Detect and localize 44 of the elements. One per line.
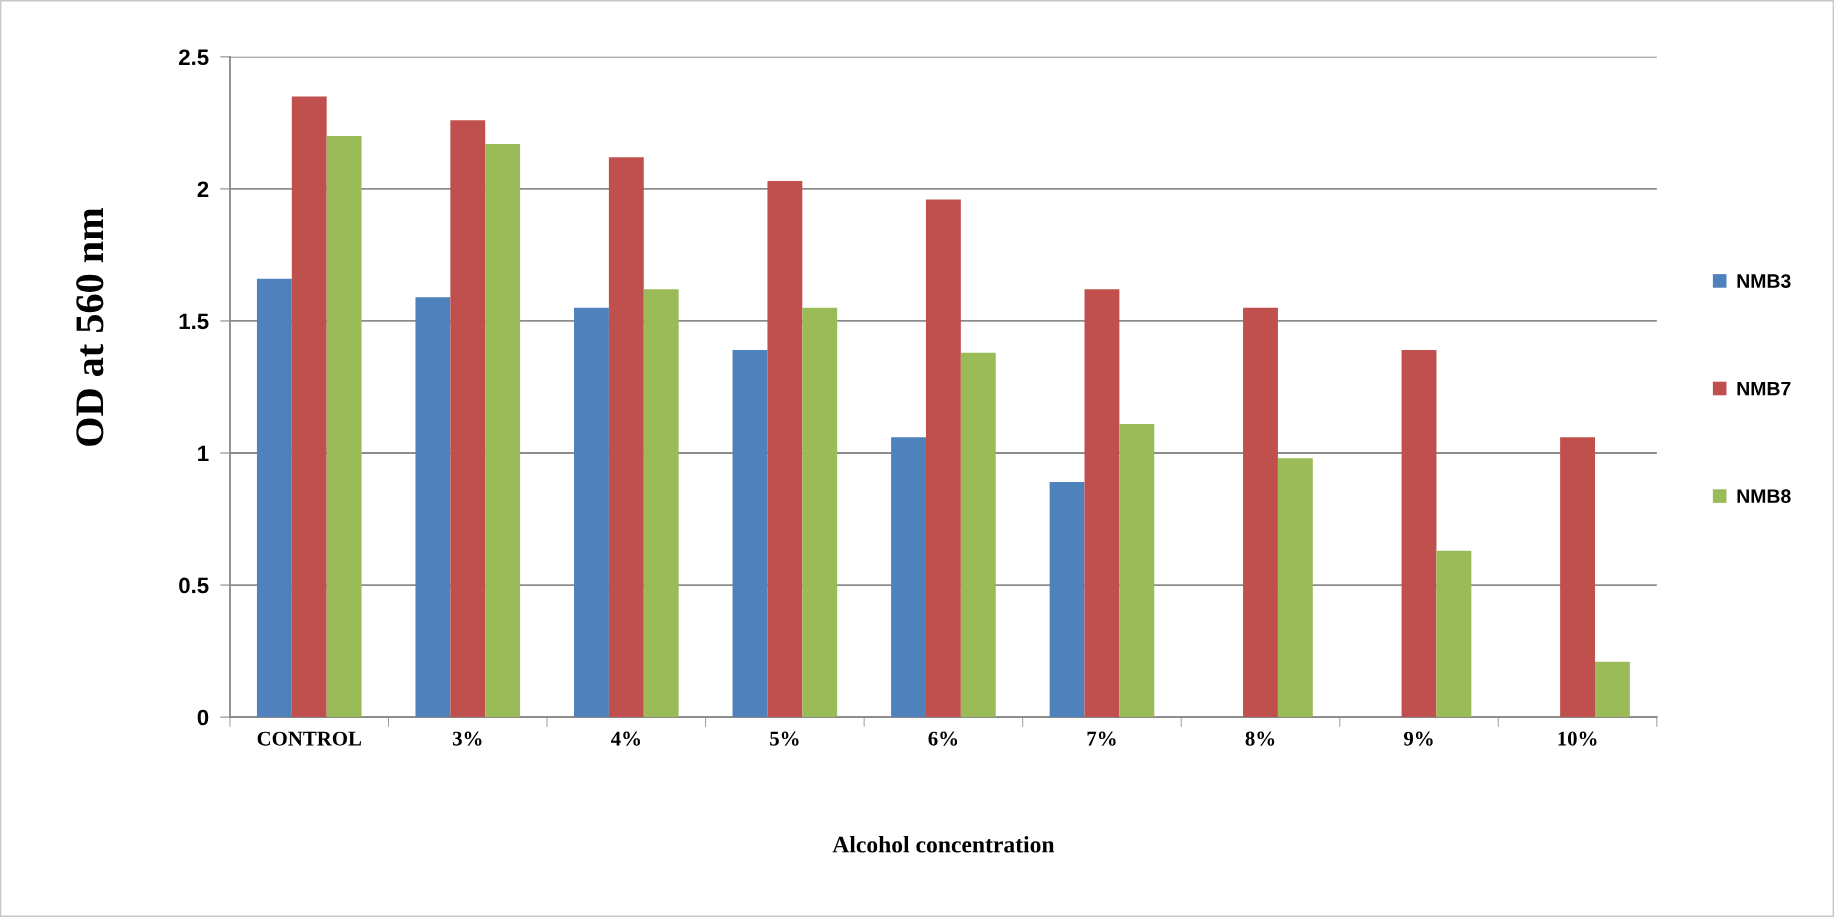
- legend-label: NMB8: [1737, 489, 1791, 504]
- bar: [891, 437, 926, 718]
- y-tick-label: 1.5: [179, 313, 209, 330]
- bar: [1084, 289, 1120, 718]
- x-tick-label: 7%: [1087, 731, 1116, 746]
- y-tick-label: 0.5: [179, 577, 209, 594]
- bar: [326, 136, 362, 718]
- bar: [1119, 423, 1155, 718]
- y-axis-title: OD at 560 nm: [76, 207, 104, 446]
- bar: [485, 144, 521, 718]
- y-tick-label: 0: [197, 709, 209, 726]
- bar: [1277, 458, 1313, 718]
- legend-label: NMB7: [1737, 381, 1791, 396]
- x-tick-label: 9%: [1403, 731, 1433, 746]
- bar: [1401, 350, 1437, 718]
- y-tick-label: 1: [198, 445, 209, 462]
- bar: [732, 350, 768, 718]
- legend-label: NMB3: [1737, 274, 1791, 288]
- x-tick-label: CONTROL: [257, 731, 362, 746]
- y-tick-label: 2: [197, 181, 209, 197]
- bar: [925, 199, 961, 718]
- bar: [1595, 661, 1630, 718]
- bar: [802, 307, 838, 718]
- bar: [1049, 482, 1085, 718]
- bar: [643, 289, 679, 718]
- y-tick-label: 2.5: [179, 49, 209, 66]
- bar: [256, 278, 292, 718]
- bar: [291, 96, 327, 718]
- x-tick-label: 5%: [770, 731, 799, 746]
- bar: [574, 307, 609, 718]
- bar: [608, 157, 644, 718]
- x-tick-label: 6%: [928, 731, 958, 746]
- bar: [1243, 307, 1278, 718]
- x-tick-label: 8%: [1245, 731, 1275, 746]
- bar: [960, 352, 996, 718]
- x-tick-label: 4%: [610, 731, 640, 746]
- x-axis-title: Alcohol concentration: [832, 835, 1055, 853]
- bar: [1560, 437, 1596, 718]
- bar: [450, 120, 486, 718]
- x-tick-label: 3%: [452, 731, 482, 746]
- bar: [767, 180, 803, 718]
- x-tick-label: 10%: [1558, 731, 1597, 746]
- bar: [415, 297, 451, 718]
- bar: [1436, 550, 1472, 718]
